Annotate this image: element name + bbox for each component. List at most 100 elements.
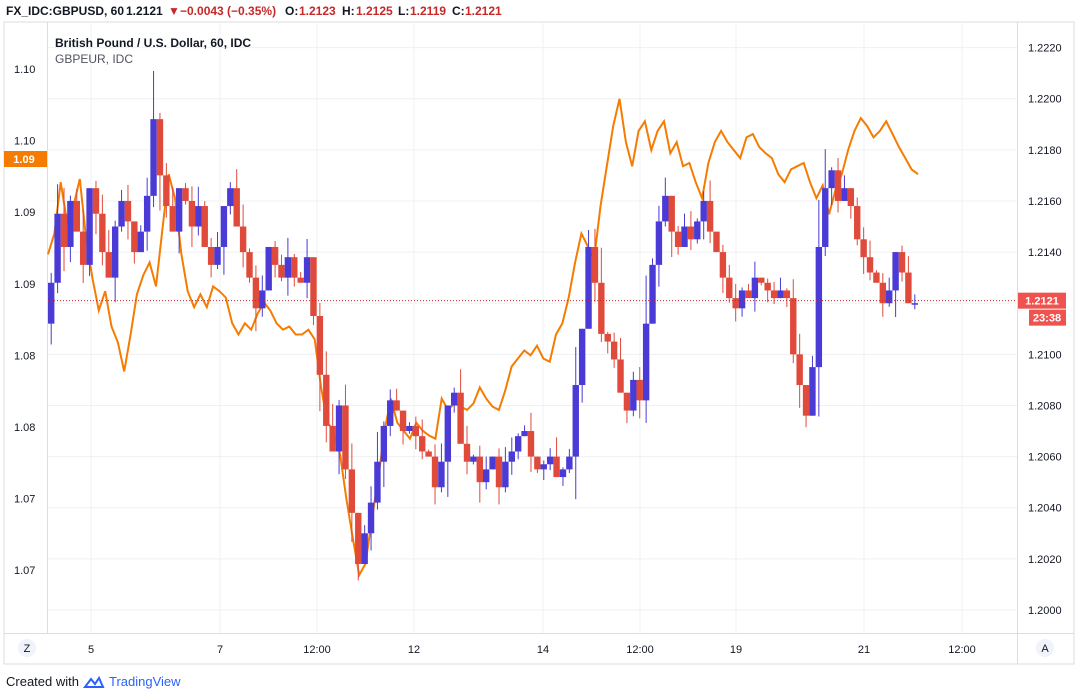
candle-body (367, 502, 375, 534)
candle-body (905, 272, 912, 304)
candle-body (815, 246, 823, 368)
candle-body (738, 290, 746, 309)
time-tick-label: 12:00 (948, 644, 976, 656)
candle-body (546, 456, 554, 465)
candle-body (169, 206, 176, 232)
candle-body (105, 252, 112, 278)
candle-body (790, 298, 797, 355)
candle-body (642, 323, 650, 401)
right-tick-label: 1.2060 (1028, 452, 1062, 464)
left-tick-label: 1.07 (14, 565, 35, 577)
time-tick-label: 19 (730, 644, 742, 656)
right-tick-label: 1.2020 (1028, 554, 1062, 566)
candle-body (361, 533, 368, 564)
candle-body (419, 436, 426, 452)
candle-body (476, 456, 483, 483)
candle-body (527, 431, 535, 457)
candle-body (745, 290, 752, 299)
candle-body (809, 367, 816, 416)
candle-body (566, 456, 573, 470)
candle-body (623, 392, 631, 411)
candle-body (412, 425, 420, 437)
open-label: O: (285, 4, 299, 18)
candle-body (553, 456, 560, 478)
candle-body (425, 451, 432, 457)
candle-body (668, 195, 675, 232)
candle-body (316, 315, 324, 375)
candle-body (873, 272, 880, 283)
candle-body (48, 282, 55, 324)
left-tick-label: 1.10 (14, 64, 35, 76)
time-tick-label: 12 (408, 644, 420, 656)
footer: Created with TradingView (6, 674, 181, 689)
candle-body (252, 277, 260, 309)
tradingview-brand[interactable]: TradingView (108, 674, 181, 689)
candle-body (514, 436, 522, 452)
right-tick-label: 1.2160 (1028, 196, 1062, 208)
candle-body (54, 213, 61, 283)
candle-body (796, 354, 803, 386)
right-price-badge-label: 1.2121 (1025, 296, 1059, 308)
candle-body (495, 456, 503, 488)
candle-body (137, 231, 144, 253)
left-tick-label: 1.08 (14, 422, 35, 434)
left-tick-label: 1.10 (14, 136, 35, 148)
candle-body (214, 246, 221, 265)
high-value: 1.2125 (356, 4, 393, 18)
candle-body (758, 277, 765, 283)
candle-body (111, 226, 119, 278)
time-tick-label: 5 (88, 644, 94, 656)
symbol-header: FX_IDC:GBPUSD, 60 1.2121 ▼ −0.0043 (−0.3… (0, 0, 1079, 22)
candle-body (687, 226, 695, 240)
candle-body (700, 200, 707, 222)
candle-body (271, 246, 279, 265)
countdown-label: 23:38 (1033, 313, 1061, 325)
candle-body (502, 461, 509, 488)
tradingview-logo-icon[interactable] (82, 675, 105, 689)
candle-body (220, 206, 228, 247)
candle-body (348, 469, 356, 513)
candle-body (834, 170, 842, 201)
candle-body (591, 246, 599, 283)
symbol-label[interactable]: FX_IDC:GBPUSD, 60 (6, 4, 125, 18)
candle-body (578, 328, 586, 386)
candle-body (323, 374, 330, 426)
candle-body (559, 469, 567, 478)
candle-body (227, 188, 234, 207)
candle-body (866, 257, 874, 273)
gbpeur-line (47, 98, 919, 578)
right-tick-label: 1.2200 (1028, 94, 1062, 106)
auto-scale-button[interactable] (1036, 639, 1054, 657)
candle-body (598, 282, 605, 334)
horizontal-grid (48, 47, 1017, 611)
candle-body (655, 221, 663, 265)
candle-body (764, 282, 771, 291)
candle-body (457, 392, 464, 444)
candle-body (802, 385, 810, 416)
candle-body (770, 290, 778, 299)
left-tick-label: 1.09 (14, 279, 35, 291)
time-tick-label: 12:00 (303, 644, 331, 656)
candle-body (303, 257, 311, 283)
candle-body (329, 425, 336, 452)
candle-body (291, 257, 298, 278)
candle-body (783, 290, 791, 299)
zoom-button-label: Z (24, 643, 31, 655)
candle-body (143, 195, 151, 232)
right-tick-label: 1.2180 (1028, 145, 1062, 157)
gbpusd-series (48, 70, 918, 581)
candle-body (585, 246, 592, 329)
candle-body (489, 456, 496, 470)
candle-body (163, 175, 170, 207)
right-tick-label: 1.2220 (1028, 43, 1062, 55)
candle-body (195, 206, 202, 227)
candle-body (534, 456, 541, 470)
candle-body (79, 231, 87, 265)
candle-body (310, 257, 317, 316)
chart-frame (3, 21, 1075, 665)
close-label: C: (452, 4, 465, 18)
zoom-button[interactable] (18, 639, 36, 657)
candle-body (175, 188, 183, 232)
candle-body (92, 188, 100, 214)
